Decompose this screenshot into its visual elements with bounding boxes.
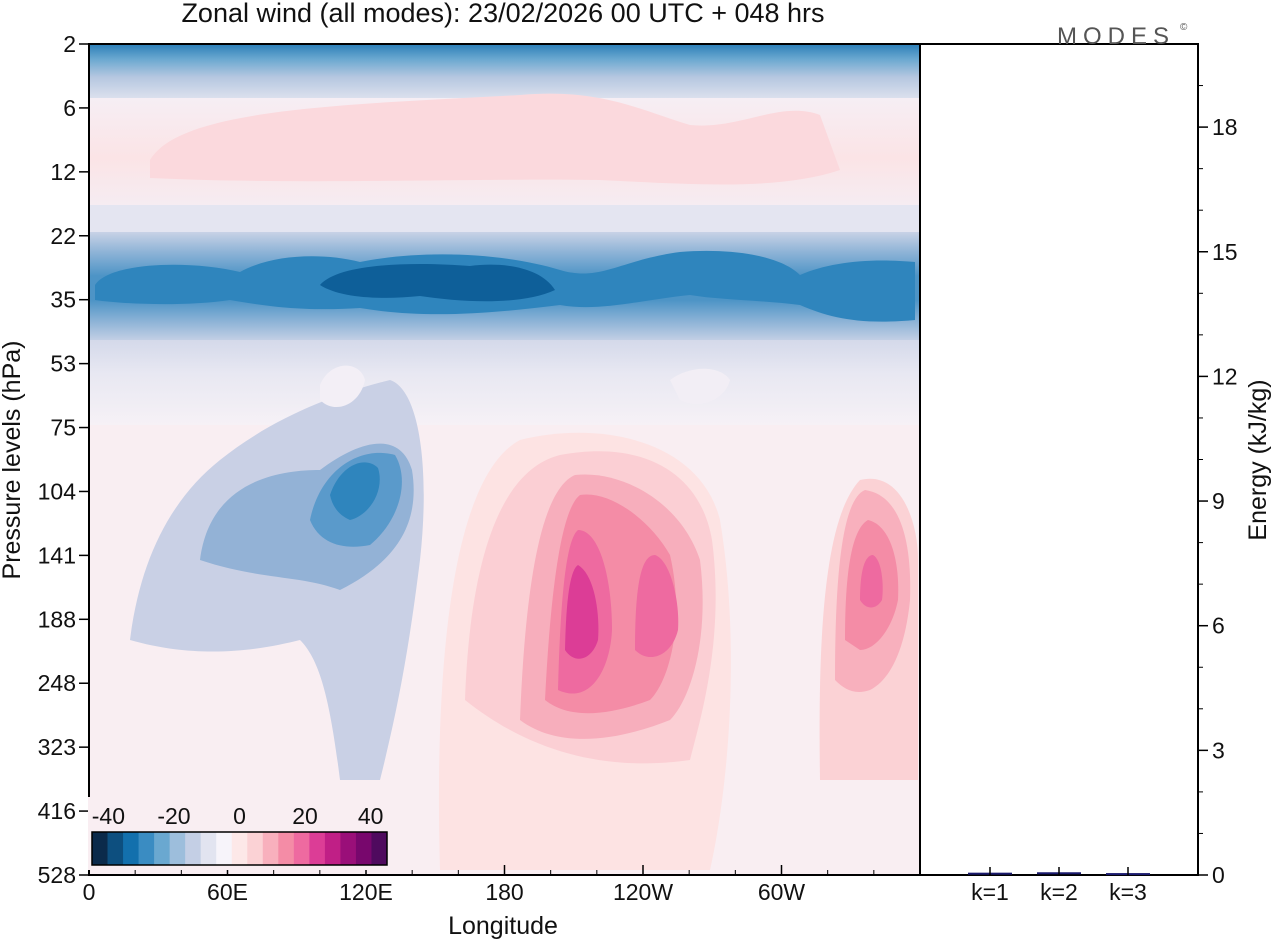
colorbar-tick-label: 40 [358, 803, 384, 829]
chart-title: Zonal wind (all modes): 23/02/2026 00 UT… [181, 0, 824, 28]
colorbar-swatch [200, 832, 217, 865]
colorbar-swatch [340, 832, 357, 865]
energy-y-tick-label: 18 [1212, 114, 1238, 140]
colorbar-swatch [154, 832, 171, 865]
colorbar-swatch [92, 832, 109, 865]
x-axis-label: Longitude [448, 912, 558, 940]
energy-x-tick-label: k=1 [971, 879, 1009, 905]
y-tick-label: 75 [50, 415, 76, 441]
energy-y-tick-label: 15 [1212, 239, 1238, 265]
colorbar-swatch [278, 832, 295, 865]
colorbar-swatch [216, 832, 233, 865]
x-tick-label: 180 [485, 879, 523, 905]
colorbar-tick-label: -20 [157, 803, 190, 829]
colorbar-tick-label: 0 [233, 803, 246, 829]
energy-axis-label: Energy (kJ/kg) [1244, 379, 1272, 540]
x-tick-label: 120W [613, 879, 673, 905]
colorbar-tick-label: 20 [292, 803, 318, 829]
colorbar-swatch [309, 832, 326, 865]
energy-y-tick-label: 12 [1212, 363, 1238, 389]
colorbar: -40 -20 0 20 40 [88, 797, 390, 870]
y-tick-label: 6 [63, 95, 76, 121]
y-tick-label: 528 [38, 862, 76, 888]
x-tick-label: 60W [758, 879, 806, 905]
colorbar-swatch [247, 832, 264, 865]
colorbar-swatch [169, 832, 186, 865]
x-tick-label: 60E [207, 879, 248, 905]
energy-y-tick-label: 9 [1212, 488, 1225, 514]
x-tick-label: 120E [339, 879, 393, 905]
colorbar-swatch [262, 832, 279, 865]
colorbar-swatch [231, 832, 248, 865]
colorbar-swatch [107, 832, 124, 865]
energy-axes: 0 3 6 9 12 15 18 k=1 k=2 k=3 [968, 85, 1238, 905]
energy-frame [919, 43, 1199, 876]
colorbar-tick-label: -40 [92, 803, 125, 829]
colorbar-swatch [324, 832, 341, 865]
wind-field [89, 44, 920, 875]
energy-y-tick-label: 6 [1212, 613, 1225, 639]
y-tick-label: 323 [38, 734, 76, 760]
x-tick-label: 0 [83, 879, 96, 905]
colorbar-frame [91, 831, 388, 866]
y-tick-label: 104 [38, 478, 77, 504]
colorbar-swatch [123, 832, 140, 865]
energy-x-tick-label: k=3 [1109, 879, 1147, 905]
heatmap-axes: 0 60E 120E 180 120W 60W 2 6 12 22 35 53 75 104 141 188 2… [38, 31, 875, 905]
y-tick-label: 12 [50, 159, 76, 185]
y-tick-label: 188 [38, 606, 76, 632]
colorbar-swatch [185, 832, 202, 865]
y-tick-label: 248 [38, 670, 76, 696]
y-tick-label: 53 [50, 351, 76, 377]
copyright-mark: © [1180, 22, 1188, 33]
colorbar-swatch [371, 832, 388, 865]
energy-y-tick-label: 0 [1212, 862, 1225, 888]
modes-logo: MODES [1057, 23, 1175, 50]
y-tick-label: 35 [50, 287, 76, 313]
y-tick-label: 2 [63, 31, 76, 57]
y-axis-label: Pressure levels (hPa) [0, 341, 26, 580]
y-tick-label: 141 [38, 542, 76, 568]
y-tick-label: 416 [38, 798, 76, 824]
energy-x-tick-label: k=2 [1040, 879, 1078, 905]
y-tick-label: 22 [50, 223, 76, 249]
colorbar-swatch [138, 832, 155, 865]
colorbar-swatch [355, 832, 372, 865]
energy-y-tick-label: 3 [1212, 737, 1225, 763]
colorbar-swatch [293, 832, 310, 865]
